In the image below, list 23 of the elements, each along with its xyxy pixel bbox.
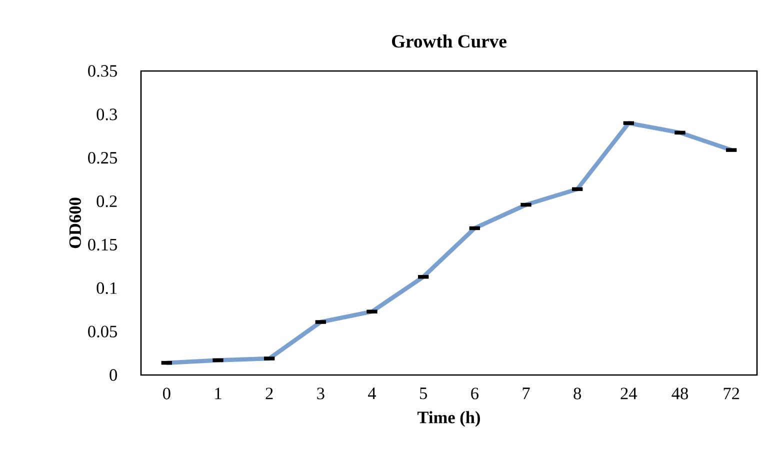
y-tick-label: 0.2 bbox=[96, 195, 117, 208]
x-tick-label: 0 bbox=[163, 388, 170, 400]
y-tick-label: 0 bbox=[110, 369, 117, 381]
y-axis-title: OD600 bbox=[69, 198, 81, 248]
x-tick-label: 24 bbox=[620, 388, 638, 400]
x-axis-title: Time (h) bbox=[418, 411, 480, 427]
x-tick-label: 5 bbox=[420, 388, 427, 400]
x-tick-label: 8 bbox=[574, 388, 581, 400]
x-tick-label: 7 bbox=[522, 388, 530, 399]
x-tick-label: 48 bbox=[672, 388, 688, 400]
y-tick-label: 0.1 bbox=[96, 282, 117, 294]
y-tick-label: 0.35 bbox=[88, 65, 117, 77]
x-tick-label: 4 bbox=[368, 388, 376, 400]
y-tick-label: 0.25 bbox=[88, 152, 117, 164]
y-tick-label: 0.15 bbox=[88, 238, 117, 251]
x-tick-label: 3 bbox=[317, 388, 324, 400]
x-tick-label: 1 bbox=[215, 388, 222, 400]
chart-title: Growth Curve bbox=[392, 34, 506, 48]
x-tick-label: 72 bbox=[724, 388, 740, 400]
x-tick-label: 2 bbox=[266, 388, 273, 400]
y-tick-label: 0.3 bbox=[96, 108, 117, 120]
y-tick-label: 0.05 bbox=[88, 326, 117, 338]
x-tick-label: 6 bbox=[471, 388, 478, 400]
